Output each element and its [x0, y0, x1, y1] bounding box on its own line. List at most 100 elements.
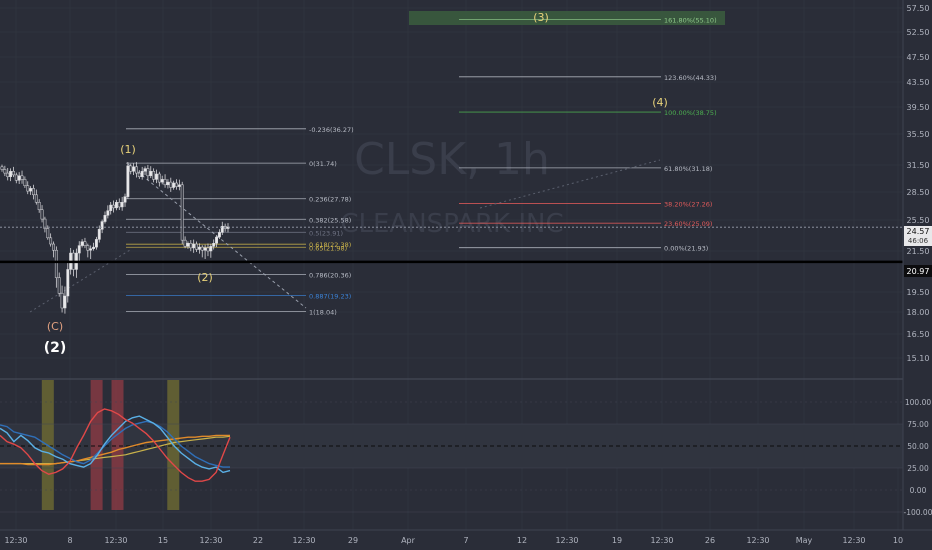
price-tick-label: 52.50: [907, 28, 930, 37]
candle-body: [11, 171, 15, 176]
candle-body: [103, 215, 107, 222]
price-axis[interactable]: 57.50 52.50 47.50 43.50 39.50 35.50 31.50 28.50…: [902, 0, 930, 530]
fib-retracement-label: 0.887(19.23): [309, 293, 351, 301]
price-tick-label: 19.50: [907, 288, 930, 297]
time-tick-label: 22: [253, 536, 263, 545]
fib-retracement-label: 0.786(20.36): [309, 271, 351, 279]
fib-retracement-label: 0.618(22.38): [309, 241, 351, 249]
candle-body: [129, 165, 133, 172]
candle-body: [149, 171, 153, 177]
candle-body: [172, 182, 176, 188]
time-tick-label: 29: [348, 536, 358, 545]
hline-price-tag: [904, 265, 932, 277]
candle-body: [32, 188, 35, 196]
price-tick-label: 39.50: [907, 103, 930, 112]
price-tick-label: 35.50: [907, 130, 930, 139]
candle-body: [109, 204, 113, 211]
price-axis-labels: 24.57 46:06 20.97: [904, 226, 932, 277]
time-tick-label: 12:30: [4, 536, 27, 545]
osc-light-blue-line: [0, 415, 231, 474]
fib-retracement-label: -0.236(36.27): [309, 126, 354, 134]
price-tick-label: 43.50: [907, 78, 930, 87]
watermark-name: CLEANSPARK INC: [340, 209, 563, 239]
time-tick-label: 15: [158, 536, 168, 545]
osc-yellow-line: [0, 435, 231, 465]
price-tick-label: 21.50: [907, 247, 930, 256]
time-tick-label: 12:30: [555, 536, 578, 545]
candle-body: [17, 175, 21, 181]
price-tick-label: 18.00: [907, 308, 930, 317]
osc-tick-label: 75.00: [907, 420, 929, 429]
candle-body: [63, 295, 67, 309]
candle-body: [180, 184, 184, 241]
candle-body: [200, 246, 204, 251]
candle-body: [14, 174, 18, 181]
candle-body: [183, 239, 187, 247]
price-tick-label: 28.50: [907, 188, 930, 197]
candle-body: [220, 225, 224, 233]
fib-retracement-label: 0.236(27.78): [309, 196, 351, 204]
candle-body: [140, 171, 144, 177]
candle-body: [175, 182, 178, 187]
osc-orange-line: [0, 434, 230, 466]
candle-body: [166, 181, 170, 186]
fib-extension-label: 123.60%(44.33): [664, 74, 717, 82]
candle-body: [215, 236, 219, 244]
watermark-symbol: CLSK, 1h: [354, 134, 550, 185]
candle-body: [186, 243, 190, 247]
candle-body: [46, 228, 50, 239]
time-tick-label: 19: [612, 536, 622, 545]
candle-body: [9, 171, 13, 177]
candle-body: [37, 202, 41, 210]
osc-highlight-band: [111, 380, 124, 510]
candle-body: [189, 243, 193, 249]
candle-body: [206, 247, 210, 252]
time-tick-label: 10: [893, 536, 903, 545]
candle-body: [60, 293, 64, 309]
candle-body: [52, 243, 55, 251]
time-tick-label: 12: [517, 536, 527, 545]
candle-body: [195, 243, 198, 250]
candle-body: [57, 277, 61, 294]
candle-body: [34, 194, 38, 203]
osc-tick-label: 25.00: [907, 464, 929, 473]
candle-body: [160, 179, 164, 183]
candle-body: [177, 184, 181, 187]
time-axis[interactable]: 12:30 8 12:30 15 12:30 22 12:30 29 Apr 7 12 12:30 19…: [0, 529, 932, 545]
time-tick-label: 8: [67, 536, 72, 545]
candle-body: [192, 243, 196, 249]
osc-tick-label: -100.00: [904, 508, 932, 517]
oscillator-pane: 100.00 75.00 50.00 25.00 0.00 -100.00: [0, 380, 932, 517]
osc-tick-label: 0.00: [910, 486, 927, 495]
candle-body: [29, 188, 33, 192]
candle-body: [0, 166, 4, 170]
candle-body: [137, 172, 141, 177]
fib-retracement-label: 0.65(21.98): [309, 244, 347, 252]
candle-body: [80, 241, 84, 246]
candle-body: [66, 269, 70, 297]
candle-body: [169, 181, 173, 188]
fib-extension-label: 61.80%(31.18): [664, 165, 712, 173]
price-tick-label: 15.10: [907, 354, 930, 363]
fib-retracement: -0.236(36.27) 0(31.74) 0.236(27.78) 0.382(2…: [126, 126, 354, 316]
fib-extension-label: 38.20%(27.26): [664, 201, 712, 209]
candle-body: [135, 166, 138, 174]
candle-body: [197, 246, 201, 250]
fib-extension-label: 100.00%(38.75): [664, 109, 717, 117]
candle-body: [146, 168, 150, 177]
price-tick-label: 16.50: [907, 330, 930, 339]
candles: [0, 161, 230, 314]
candle-body: [43, 218, 47, 229]
candle-body: [92, 246, 95, 249]
candle-body: [143, 168, 147, 172]
time-tick-label: 12:30: [746, 536, 769, 545]
candle-body: [83, 241, 87, 246]
wave-label-c: (C): [47, 320, 63, 333]
candle-body: [114, 202, 118, 209]
fib-extension-label: 23.60%(25.09): [664, 220, 712, 228]
osc-dark-blue-line: [0, 420, 230, 468]
candle-body: [203, 247, 207, 251]
candle-body: [26, 185, 30, 192]
candle-body: [123, 196, 127, 203]
